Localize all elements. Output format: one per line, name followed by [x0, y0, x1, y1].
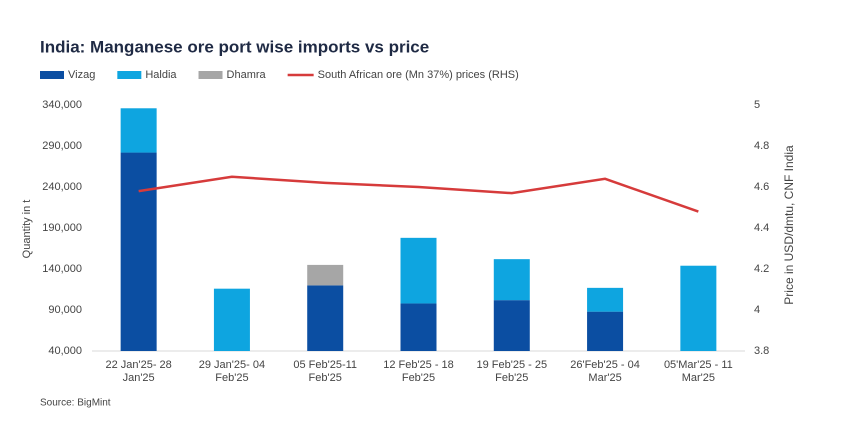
y-tick-label: 340,000	[42, 99, 82, 111]
y2-tick-label: 4	[754, 304, 760, 316]
x-tick-label: 22 Jan'25- 28 Jan'25	[105, 359, 172, 384]
bar	[213, 288, 250, 351]
y2-tick-label: 4.4	[754, 222, 769, 234]
y-tick-label: 90,000	[48, 304, 82, 316]
bar	[587, 287, 624, 312]
y2-tick-label: 5	[754, 99, 760, 111]
x-tick-label: 26'Feb'25 - 04 Mar'25	[570, 359, 640, 384]
bar	[493, 300, 530, 351]
legend-label: South African ore (Mn 37%) prices (RHS)	[318, 69, 519, 81]
bar	[307, 264, 344, 286]
x-tick-label: 29 Jan'25- 04 Feb'25	[198, 359, 266, 384]
x-tick-label: 05'Mar'25 - 11 Mar'25	[663, 359, 733, 384]
legend-label: Vizag	[68, 69, 95, 81]
y2-tick-label: 4.2	[754, 263, 769, 275]
legend-swatch	[198, 71, 223, 79]
y-axis-title: Quantity in t	[21, 200, 33, 259]
bar	[587, 311, 624, 351]
y2-axis-title: Price in USD/dmtu, CNF India	[782, 145, 796, 305]
bar	[493, 259, 530, 301]
bar	[120, 108, 157, 153]
bar	[680, 265, 717, 351]
legend-swatch	[40, 71, 64, 79]
x-tick-label: 19 Feb'25 - 25 Feb'25	[476, 359, 548, 384]
y-tick-label: 290,000	[42, 140, 82, 152]
y-tick-label: 240,000	[42, 181, 82, 193]
y-tick-label: 140,000	[42, 263, 82, 275]
line	[138, 175, 699, 213]
legend-label: Dhamra	[227, 69, 267, 81]
bar	[400, 237, 437, 304]
y-tick-label: 190,000	[42, 222, 82, 234]
legend-label: Haldia	[145, 69, 177, 81]
y2-tick-label: 4.6	[754, 181, 769, 193]
bar	[120, 152, 157, 351]
chart-title: India: Manganese ore port wise imports v…	[40, 37, 429, 56]
x-tick-label: 12 Feb'25 - 18 Feb'25	[383, 359, 454, 384]
x-tick-label: 05 Feb'25-11 Feb'25	[293, 359, 358, 384]
bar	[307, 285, 344, 351]
y2-tick-label: 4.8	[754, 140, 769, 152]
y2-tick-label: 3.8	[754, 345, 769, 357]
y-tick-label: 40,000	[48, 345, 82, 357]
bar	[400, 303, 437, 351]
source: Source: BigMint	[40, 398, 111, 409]
legend-swatch	[117, 71, 142, 79]
